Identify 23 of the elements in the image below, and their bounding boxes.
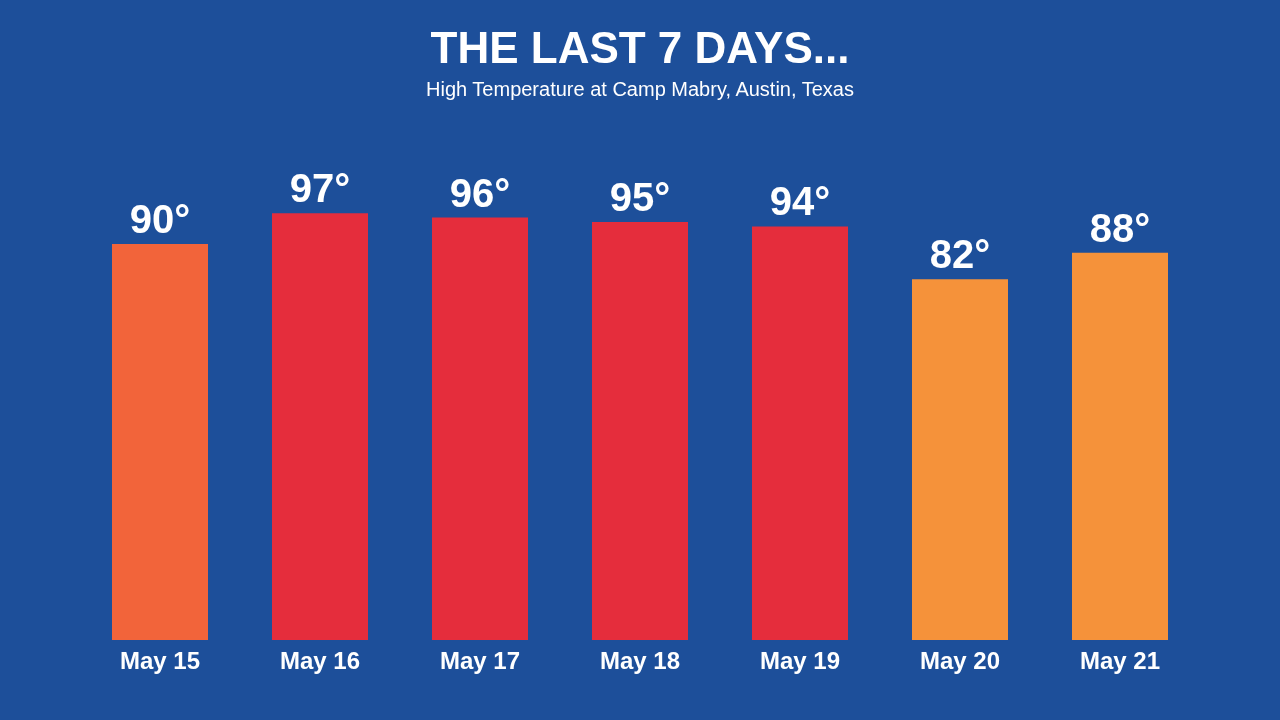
bar — [432, 217, 528, 640]
x-tick-label: May 15 — [119, 646, 201, 674]
bar — [592, 222, 688, 640]
data-label: 88° — [1089, 205, 1151, 250]
x-tick-label: May 17 — [439, 646, 521, 674]
data-label: 90° — [129, 197, 191, 241]
bar — [752, 226, 848, 640]
bar — [112, 244, 208, 640]
data-label: 94° — [769, 179, 831, 224]
chart-title: THE LAST 7 DAYS... — [430, 22, 850, 72]
bar — [1072, 252, 1168, 640]
x-tick-label: May 21 — [1079, 646, 1161, 674]
x-tick-label: May 16 — [279, 646, 361, 674]
data-label: 95° — [609, 175, 671, 219]
x-tick-label: May 19 — [759, 646, 841, 674]
data-label: 97° — [289, 166, 351, 211]
data-label: 96° — [449, 170, 511, 215]
x-tick-label: May 20 — [919, 646, 1001, 674]
bar — [912, 279, 1008, 640]
x-tick-label: May 18 — [599, 646, 681, 674]
chart-subtitle: High Temperature at Camp Mabry, Austin, Texas — [426, 78, 854, 100]
data-label: 82° — [929, 232, 991, 277]
bar — [272, 213, 368, 640]
